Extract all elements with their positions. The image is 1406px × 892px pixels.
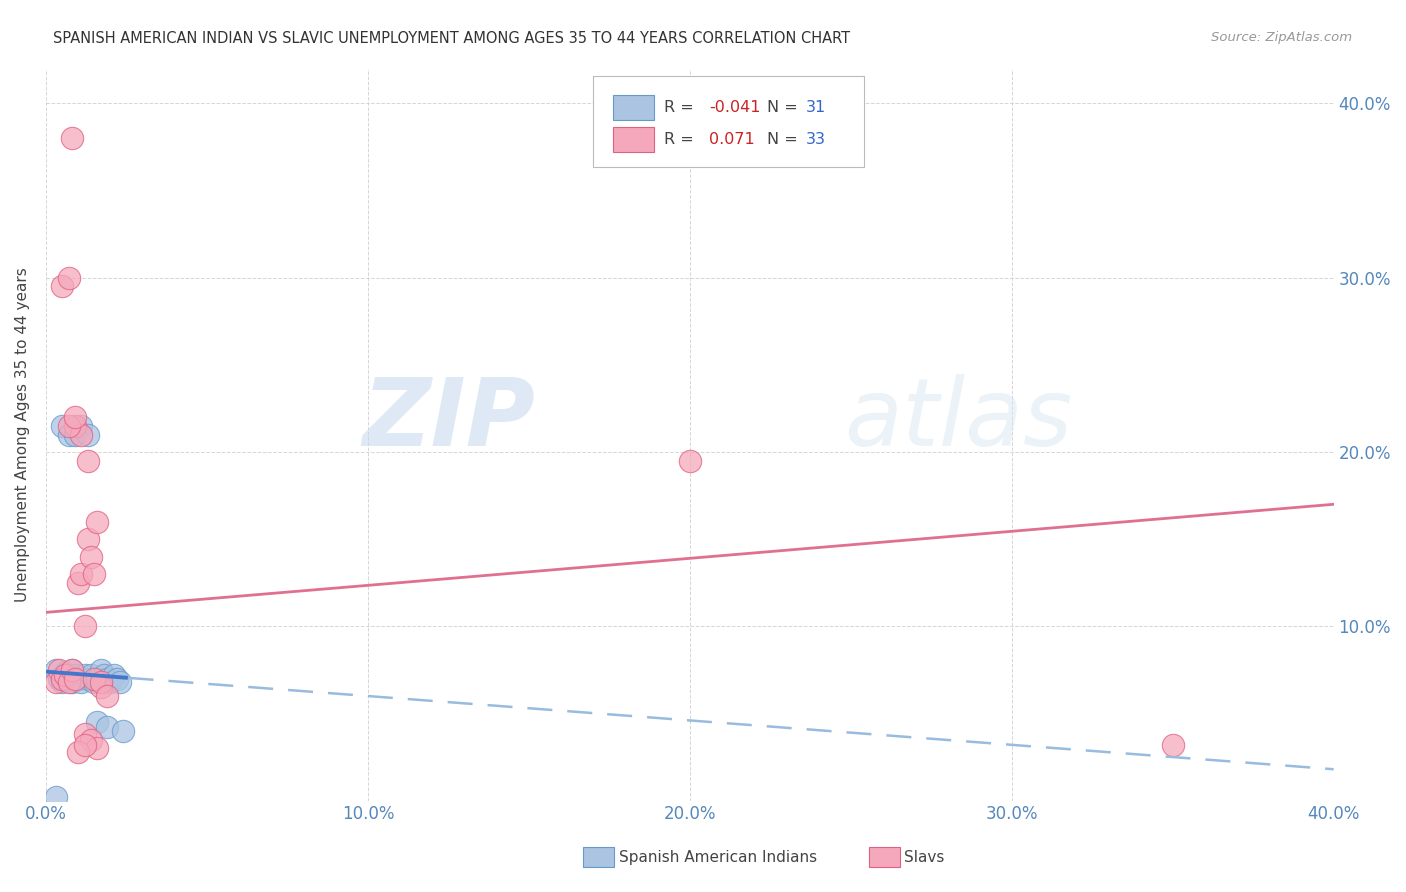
Point — [679, 453, 702, 467]
Text: SPANISH AMERICAN INDIAN VS SLAVIC UNEMPLOYMENT AMONG AGES 35 TO 44 YEARS CORRELA: SPANISH AMERICAN INDIAN VS SLAVIC UNEMPL… — [53, 31, 851, 46]
Point — [98, 675, 121, 690]
Point — [67, 745, 90, 759]
Text: 33: 33 — [806, 132, 825, 147]
Point — [60, 131, 83, 145]
Point — [80, 732, 103, 747]
Point — [93, 668, 115, 682]
Point — [67, 575, 90, 590]
Point — [63, 668, 86, 682]
Point — [73, 727, 96, 741]
Point — [70, 567, 93, 582]
Point — [58, 270, 80, 285]
Point — [90, 663, 112, 677]
FancyBboxPatch shape — [613, 95, 654, 120]
Text: R =: R = — [664, 132, 704, 147]
Point — [76, 532, 98, 546]
Point — [90, 675, 112, 690]
Point — [58, 675, 80, 690]
Text: N =: N = — [768, 100, 803, 115]
Point — [108, 675, 131, 690]
Point — [76, 427, 98, 442]
Point — [63, 672, 86, 686]
Point — [112, 723, 135, 738]
Point — [80, 668, 103, 682]
Y-axis label: Unemployment Among Ages 35 to 44 years: Unemployment Among Ages 35 to 44 years — [15, 268, 30, 602]
Point — [51, 672, 73, 686]
Point — [103, 668, 125, 682]
Point — [48, 672, 70, 686]
Point — [73, 738, 96, 752]
Point — [51, 418, 73, 433]
Point — [83, 567, 105, 582]
Point — [86, 515, 108, 529]
Text: Source: ZipAtlas.com: Source: ZipAtlas.com — [1212, 31, 1353, 45]
Point — [63, 418, 86, 433]
Point — [83, 675, 105, 690]
Text: 31: 31 — [806, 100, 825, 115]
Point — [45, 790, 67, 805]
FancyBboxPatch shape — [613, 127, 654, 152]
Text: Slavs: Slavs — [904, 850, 945, 864]
Point — [63, 427, 86, 442]
Point — [86, 672, 108, 686]
Text: N =: N = — [768, 132, 803, 147]
Point — [63, 410, 86, 425]
Text: R =: R = — [664, 100, 699, 115]
Point — [51, 279, 73, 293]
Point — [83, 672, 105, 686]
Point — [76, 453, 98, 467]
Point — [73, 668, 96, 682]
Point — [45, 675, 67, 690]
Text: 0.071: 0.071 — [709, 132, 755, 147]
Point — [96, 689, 118, 703]
Point — [53, 666, 76, 681]
Point — [76, 672, 98, 686]
Text: -0.041: -0.041 — [709, 100, 761, 115]
Point — [96, 672, 118, 686]
Point — [70, 675, 93, 690]
Point — [86, 741, 108, 756]
Text: ZIP: ZIP — [363, 374, 536, 466]
Point — [58, 668, 80, 682]
Point — [96, 720, 118, 734]
Point — [53, 668, 76, 682]
Point — [70, 427, 93, 442]
Point — [48, 663, 70, 677]
Point — [51, 675, 73, 690]
Point — [105, 672, 128, 686]
Point — [86, 715, 108, 730]
Text: atlas: atlas — [845, 375, 1073, 466]
Point — [60, 675, 83, 690]
Point — [58, 418, 80, 433]
Point — [80, 549, 103, 564]
Point — [90, 681, 112, 695]
Point — [45, 663, 67, 677]
Point — [67, 672, 90, 686]
Point — [58, 427, 80, 442]
Point — [70, 418, 93, 433]
FancyBboxPatch shape — [593, 76, 863, 168]
Point — [60, 663, 83, 677]
Point — [1161, 738, 1184, 752]
Point — [73, 619, 96, 633]
Text: Spanish American Indians: Spanish American Indians — [619, 850, 817, 864]
Point — [60, 663, 83, 677]
